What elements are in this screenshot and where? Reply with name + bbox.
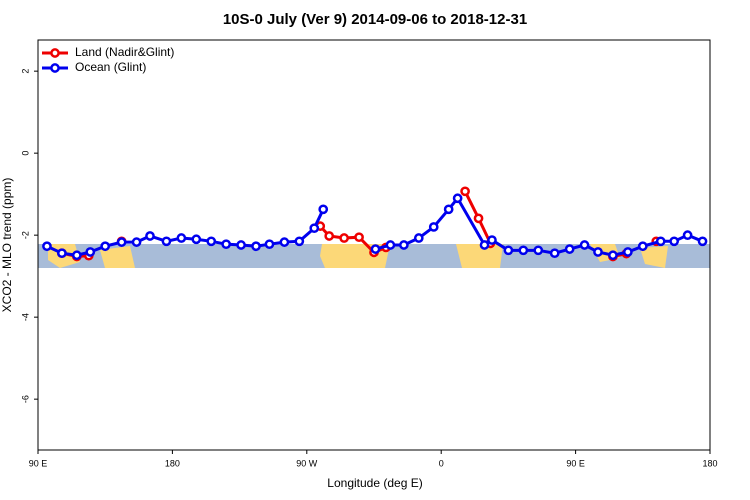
x-tick-label: 180 xyxy=(165,458,180,468)
data-point xyxy=(264,239,275,250)
data-point xyxy=(354,232,364,243)
data-point xyxy=(42,241,52,252)
legend-marker xyxy=(50,48,60,58)
y-tick-label: -4 xyxy=(20,313,30,321)
x-tick-label: 90 W xyxy=(296,458,318,468)
legend-label: Land (Nadir&Glint) xyxy=(75,45,174,59)
data-point xyxy=(385,240,396,250)
data-point xyxy=(294,236,305,247)
x-tick-label: 90 E xyxy=(29,458,48,468)
legend-label: Ocean (Glint) xyxy=(75,60,146,74)
x-axis-label: Longitude (deg E) xyxy=(327,476,422,490)
data-point xyxy=(518,245,529,256)
x-tick-label: 0 xyxy=(439,458,444,468)
y-tick-label: 0 xyxy=(20,151,30,156)
y-axis-label: XCO2 - MLO trend (ppm) xyxy=(0,178,14,313)
data-point xyxy=(318,204,329,215)
data-point xyxy=(564,244,575,254)
data-point xyxy=(460,186,470,197)
data-point xyxy=(57,248,67,259)
data-point xyxy=(324,231,335,241)
data-point xyxy=(236,240,246,250)
data-point xyxy=(339,233,349,243)
y-tick-label: -2 xyxy=(20,231,30,239)
legend-marker xyxy=(50,63,60,73)
data-point xyxy=(85,247,96,257)
data-point xyxy=(623,247,633,257)
data-point xyxy=(479,240,490,250)
data-point xyxy=(176,233,187,243)
data-point xyxy=(533,245,544,256)
data-point xyxy=(71,250,82,261)
data-point xyxy=(413,233,424,243)
data-point xyxy=(608,250,618,261)
data-point xyxy=(100,241,111,252)
data-point xyxy=(487,235,497,245)
data-point xyxy=(399,240,409,250)
y-tick-label: 2 xyxy=(20,69,30,74)
data-point xyxy=(549,248,560,259)
data-point xyxy=(191,234,202,245)
data-point xyxy=(428,222,439,232)
y-tick-label: -6 xyxy=(20,395,30,403)
data-point xyxy=(161,236,172,247)
data-point xyxy=(145,231,155,241)
data-point xyxy=(697,236,708,247)
plot-frame xyxy=(37,39,711,451)
data-point xyxy=(682,230,693,241)
x-tick-label: 180 xyxy=(702,458,717,468)
x-tick-label: 90 E xyxy=(566,458,585,468)
data-point xyxy=(503,245,514,256)
data-point xyxy=(452,193,463,204)
data-point xyxy=(251,241,261,252)
data-point xyxy=(206,236,217,247)
land-shape xyxy=(640,246,668,268)
data-point xyxy=(593,247,603,257)
data-point xyxy=(473,213,484,224)
data-point xyxy=(116,237,127,247)
land-shape xyxy=(100,246,135,268)
data-point xyxy=(279,237,290,247)
data-point xyxy=(221,239,232,250)
data-point xyxy=(443,204,454,215)
land-shape xyxy=(456,244,503,268)
data-point xyxy=(579,240,590,250)
data-point xyxy=(309,223,320,234)
chart-title: 10S-0 July (Ver 9) 2014-09-06 to 2018-12… xyxy=(223,11,527,28)
data-point xyxy=(370,244,381,254)
data-point xyxy=(669,236,680,247)
data-point xyxy=(637,241,648,252)
data-point xyxy=(655,236,666,247)
data-point xyxy=(131,237,142,247)
